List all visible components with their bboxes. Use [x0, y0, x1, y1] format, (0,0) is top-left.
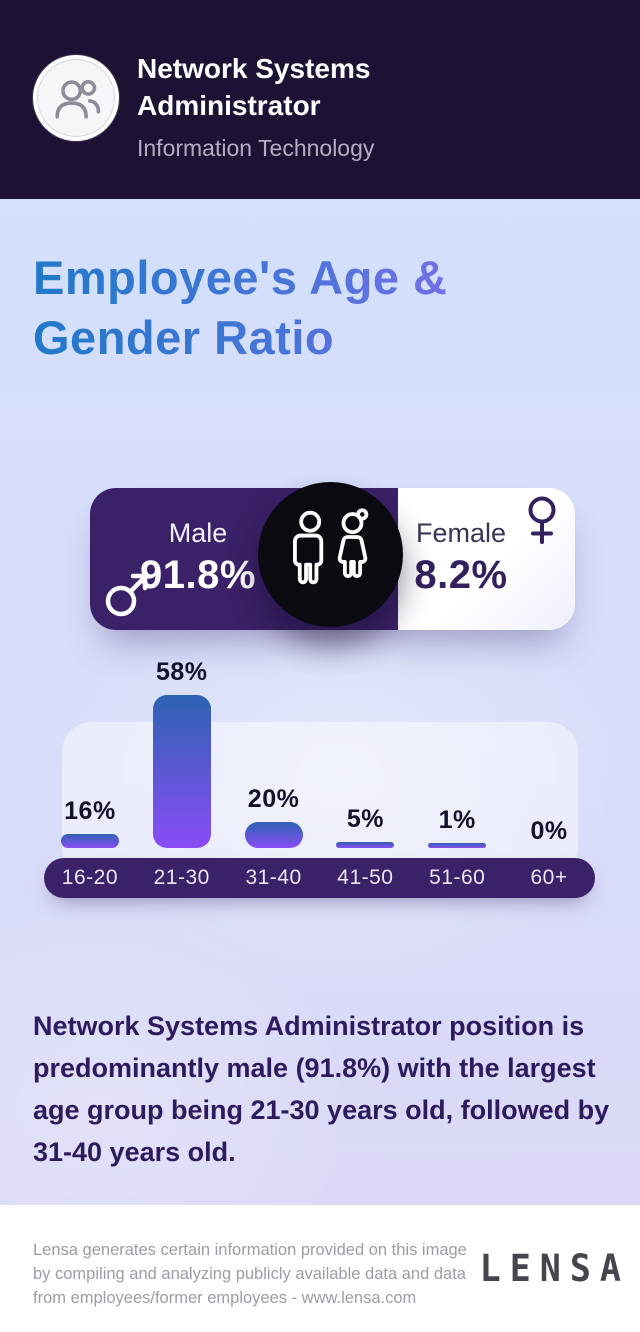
bar-chart: 16% 58% 20% 5% 1% 0% [44, 640, 595, 848]
axis-label: 31-40 [245, 866, 302, 889]
gender-ratio-card: Male 91.8% Female 8.2% [90, 482, 575, 630]
axis-label: 41-50 [337, 866, 394, 889]
avatar [33, 55, 119, 141]
man-woman-icon [279, 505, 383, 605]
lensa-logo: LENSA [479, 1247, 630, 1291]
summary-text: Network Systems Administrator position i… [33, 1011, 610, 1167]
department-subtitle: Information Technology [137, 135, 375, 161]
chart-column: 16% [44, 640, 136, 848]
axis-label: 21-30 [153, 866, 210, 889]
bar-value-label: 5% [346, 805, 384, 833]
male-label: Male [168, 518, 228, 548]
bar [244, 822, 303, 848]
chart-column: 1% [411, 640, 503, 848]
chart-background-panel [62, 722, 578, 878]
gender-icon-badge [258, 482, 403, 627]
chart-column: 58% [136, 640, 228, 848]
male-stat: Male 91.8% [118, 518, 278, 598]
female-value: 8.2% [414, 553, 508, 597]
bar [152, 695, 211, 848]
bar-value-label: 16% [64, 797, 116, 825]
male-symbol-icon [102, 570, 152, 620]
bar [428, 843, 487, 848]
x-axis-bar: 16-20 21-30 31-40 41-50 51-60 60+ [44, 858, 595, 898]
female-stat: Female 8.2% [381, 518, 541, 598]
axis-label: 51-60 [429, 866, 486, 889]
job-title: Network Systems Administrator [137, 53, 371, 121]
bar-value-label: 1% [438, 806, 476, 834]
bar [336, 842, 395, 848]
female-symbol-icon [523, 496, 561, 546]
chart-column: 0% [503, 640, 595, 848]
chart-column: 5% [319, 640, 411, 848]
footer: Lensa generates certain information prov… [0, 1205, 640, 1332]
male-value: 91.8% [140, 553, 256, 597]
axis-label: 16-20 [61, 866, 119, 889]
bar-value-label: 20% [247, 785, 300, 813]
bar-value-label: 0% [530, 817, 568, 845]
axis-label: 60+ [530, 866, 568, 889]
bar [60, 834, 119, 848]
chart-column: 20% [228, 640, 320, 848]
header-text: Network Systems Administrator Informatio… [137, 50, 617, 162]
bar-value-label: 58% [155, 658, 208, 686]
page-title: Employee's Age & Gender Ratio [33, 248, 618, 368]
disclaimer-text: Lensa generates certain information prov… [33, 1241, 467, 1307]
female-panel [397, 488, 575, 630]
header-banner: Network Systems Administrator Informatio… [0, 0, 640, 199]
female-label: Female [415, 518, 507, 548]
people-icon [47, 72, 105, 124]
